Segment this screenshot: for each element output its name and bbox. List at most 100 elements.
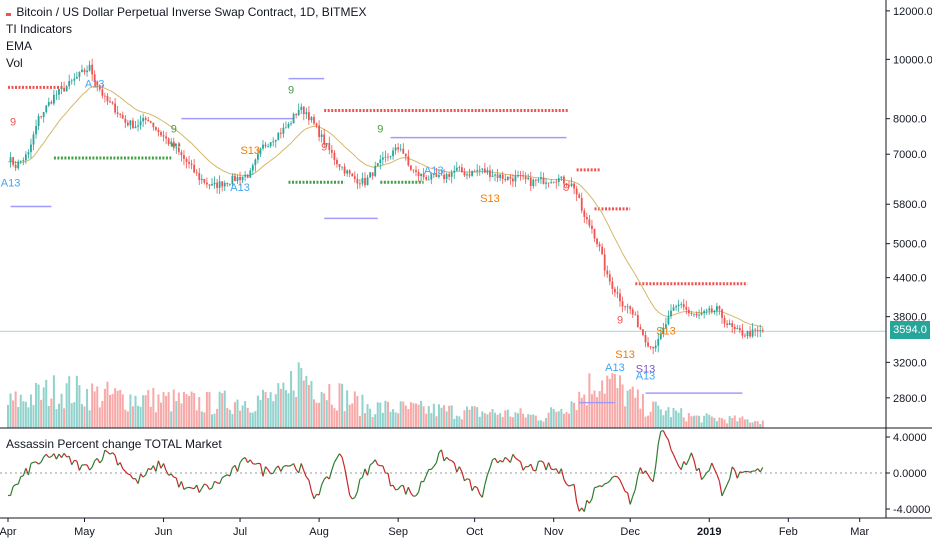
candle[interactable]: [652, 346, 655, 355]
candle[interactable]: [267, 143, 269, 148]
candle[interactable]: [290, 120, 292, 127]
candle[interactable]: [14, 160, 17, 171]
candle[interactable]: [88, 60, 91, 72]
candle[interactable]: [351, 173, 354, 177]
candle[interactable]: [665, 317, 667, 330]
candle[interactable]: [116, 105, 119, 118]
candle[interactable]: [78, 71, 81, 82]
candle[interactable]: [264, 141, 267, 149]
candle[interactable]: [236, 174, 239, 184]
candle[interactable]: [98, 84, 101, 92]
candle[interactable]: [180, 149, 183, 162]
candle[interactable]: [432, 173, 435, 178]
candle[interactable]: [257, 148, 259, 164]
candle[interactable]: [540, 171, 542, 184]
candle[interactable]: [514, 169, 517, 188]
candle[interactable]: [206, 177, 208, 189]
candle[interactable]: [626, 303, 629, 314]
candle[interactable]: [731, 320, 734, 334]
candle[interactable]: [494, 173, 496, 182]
candle[interactable]: [570, 177, 573, 188]
candle[interactable]: [149, 120, 152, 124]
candle[interactable]: [728, 319, 731, 326]
candle[interactable]: [42, 111, 45, 123]
candle[interactable]: [695, 311, 698, 318]
candle[interactable]: [598, 241, 601, 252]
candle[interactable]: [246, 173, 249, 179]
candle[interactable]: [126, 119, 129, 127]
candle[interactable]: [687, 306, 690, 317]
candle[interactable]: [496, 168, 499, 183]
candle[interactable]: [693, 313, 695, 318]
candle[interactable]: [223, 180, 226, 192]
candle[interactable]: [415, 165, 417, 177]
candle[interactable]: [647, 337, 649, 348]
candle[interactable]: [155, 126, 157, 132]
candle[interactable]: [147, 116, 150, 122]
candle[interactable]: [659, 328, 662, 341]
candle[interactable]: [675, 304, 677, 311]
candle[interactable]: [302, 105, 305, 121]
candle[interactable]: [399, 144, 402, 152]
candle[interactable]: [552, 181, 555, 184]
candle[interactable]: [471, 170, 473, 177]
candle[interactable]: [137, 119, 139, 132]
candle[interactable]: [364, 172, 366, 188]
candle[interactable]: [177, 141, 180, 155]
candle[interactable]: [619, 288, 621, 307]
candle[interactable]: [226, 182, 229, 187]
candle[interactable]: [458, 165, 461, 172]
candle[interactable]: [144, 116, 147, 125]
candle[interactable]: [420, 173, 422, 182]
candle[interactable]: [81, 64, 83, 73]
candle[interactable]: [726, 320, 728, 329]
candle[interactable]: [629, 305, 632, 315]
candle[interactable]: [106, 93, 109, 106]
candle[interactable]: [585, 212, 588, 225]
candle[interactable]: [397, 143, 400, 153]
candle[interactable]: [555, 178, 558, 189]
candle[interactable]: [744, 333, 746, 338]
candle[interactable]: [486, 167, 489, 175]
candle[interactable]: [509, 173, 512, 185]
candle[interactable]: [24, 151, 27, 164]
candle[interactable]: [578, 192, 581, 199]
candle[interactable]: [639, 324, 642, 330]
candle[interactable]: [282, 123, 285, 138]
candle[interactable]: [300, 103, 303, 115]
candle[interactable]: [438, 169, 440, 179]
candle[interactable]: [152, 122, 155, 131]
candle[interactable]: [557, 174, 560, 187]
candle[interactable]: [657, 332, 660, 353]
candle[interactable]: [63, 81, 65, 92]
candle[interactable]: [336, 157, 338, 168]
candle[interactable]: [320, 129, 323, 143]
candle[interactable]: [374, 161, 377, 178]
candle[interactable]: [524, 172, 527, 184]
candle[interactable]: [384, 150, 387, 163]
candle[interactable]: [167, 137, 170, 147]
candle[interactable]: [754, 327, 757, 337]
candle[interactable]: [473, 169, 476, 172]
candle[interactable]: [277, 132, 280, 141]
candle[interactable]: [53, 89, 55, 106]
candle[interactable]: [185, 157, 188, 169]
candle[interactable]: [483, 162, 486, 174]
candle[interactable]: [542, 172, 545, 185]
candle[interactable]: [624, 305, 626, 311]
candle[interactable]: [404, 153, 407, 161]
candle[interactable]: [285, 121, 287, 129]
candle[interactable]: [453, 165, 456, 180]
candle[interactable]: [190, 159, 193, 170]
candle[interactable]: [111, 101, 114, 105]
candle[interactable]: [27, 149, 30, 159]
candle[interactable]: [422, 168, 425, 180]
candle[interactable]: [221, 181, 224, 192]
candle[interactable]: [262, 140, 264, 151]
candle[interactable]: [685, 300, 688, 315]
candle[interactable]: [32, 131, 35, 151]
candle[interactable]: [45, 104, 48, 114]
candle[interactable]: [560, 176, 563, 182]
candle[interactable]: [170, 138, 173, 147]
